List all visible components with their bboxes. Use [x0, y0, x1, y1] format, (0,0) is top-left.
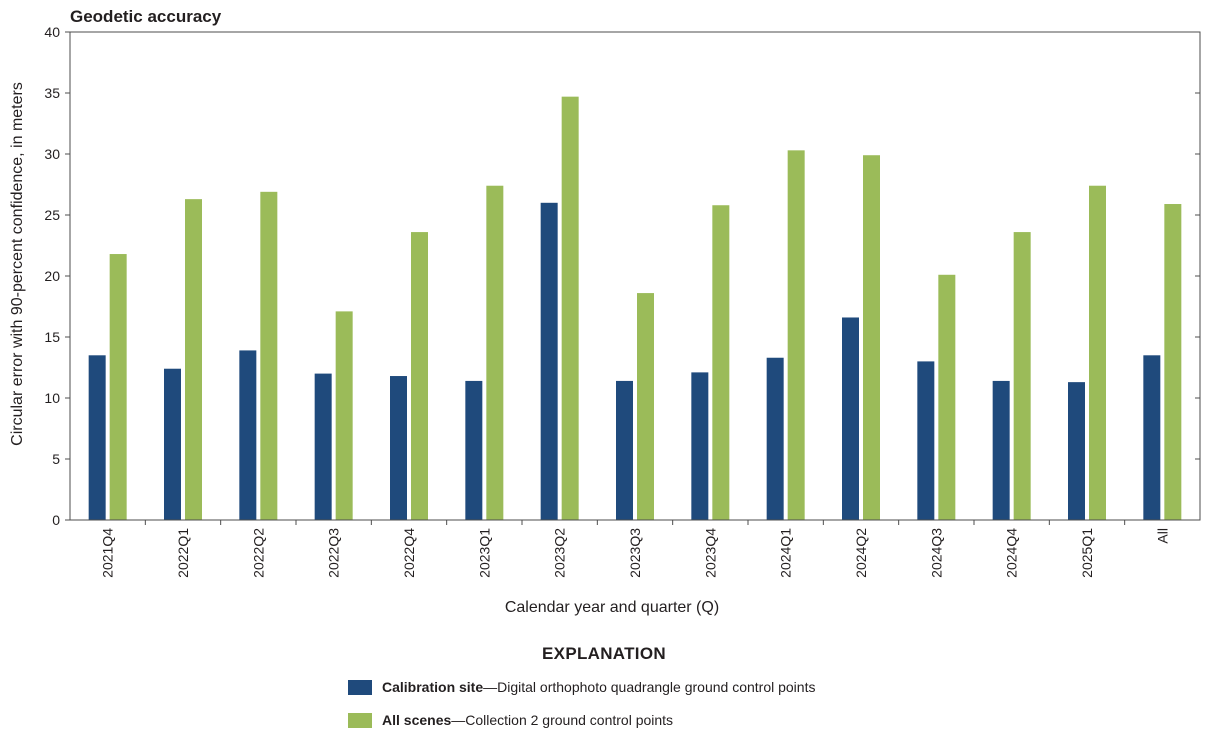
bar-all-scenes	[561, 96, 579, 520]
bar-all-scenes	[335, 311, 353, 520]
y-tick-label: 30	[44, 146, 60, 162]
bar-calibration-site	[766, 357, 784, 520]
bar-calibration-site	[164, 368, 181, 520]
legend-description: Digital orthophoto quadrangle ground con…	[497, 679, 816, 695]
legend-separator: —	[451, 712, 466, 728]
legend-swatch-calibration-site	[348, 679, 372, 695]
x-tick-label: 2024Q2	[853, 528, 869, 578]
y-tick-label: 15	[44, 329, 60, 345]
bars	[88, 96, 1182, 521]
bar-all-scenes	[1164, 204, 1182, 520]
y-axis-title: Circular error with 90-percent confidenc…	[9, 82, 26, 446]
y-tick-label: 25	[44, 207, 60, 223]
bar-all-scenes	[185, 199, 202, 520]
x-tick-label: 2024Q3	[928, 528, 944, 578]
legend-name: All scenes	[382, 712, 452, 728]
bar-calibration-site	[1068, 382, 1085, 520]
bar-calibration-site	[314, 373, 332, 520]
legend: EXPLANATION Calibration site — Digital o…	[0, 640, 1208, 734]
x-tick-label: 2021Q4	[100, 528, 116, 578]
bar-calibration-site	[691, 372, 709, 520]
x-axis: 2021Q4 2022Q1 2022Q2 2022Q3 2022Q4 2023Q1 2023…	[100, 520, 1170, 578]
bar-calibration-site	[540, 202, 558, 521]
bar-calibration-site	[88, 355, 106, 520]
x-tick-label: 2023Q2	[552, 528, 568, 578]
y-tick-label: 5	[52, 451, 60, 467]
x-tick-label: 2023Q4	[702, 528, 718, 578]
plot-frame	[69, 31, 1201, 521]
x-tick-label: 2022Q4	[401, 528, 417, 578]
bar-all-scenes	[260, 191, 278, 520]
bar-all-scenes	[1089, 185, 1106, 520]
bar-calibration-site	[1143, 355, 1161, 520]
bar-calibration-site	[465, 380, 483, 520]
bar-all-scenes	[1013, 232, 1031, 520]
y-tick-label: 20	[44, 268, 60, 284]
bar-calibration-site	[842, 317, 859, 520]
y-tick-label: 35	[44, 85, 60, 101]
bar-calibration-site	[992, 380, 1010, 520]
bar-all-scenes	[486, 185, 504, 520]
bar-all-scenes	[637, 293, 654, 520]
legend-item-all-scenes: All scenes — Collection 2 ground control…	[348, 710, 673, 730]
x-tick-label: 2022Q1	[175, 528, 191, 578]
bar-calibration-site	[390, 376, 407, 520]
legend-description: Collection 2 ground control points	[465, 712, 674, 728]
x-axis-title: Calendar year and quarter (Q)	[505, 599, 719, 616]
legend-title: EXPLANATION	[542, 644, 666, 663]
x-tick-label: All	[1154, 528, 1170, 544]
legend-name: Calibration site	[382, 679, 484, 695]
y-tick-label: 10	[44, 390, 60, 406]
bar-all-scenes	[863, 155, 880, 520]
bar-all-scenes	[411, 232, 428, 520]
x-tick-label: 2024Q4	[1004, 528, 1020, 578]
bar-calibration-site	[239, 350, 257, 520]
x-tick-label: 2023Q1	[476, 528, 492, 578]
chart-title: Geodetic accuracy	[70, 7, 222, 26]
legend-separator: —	[483, 679, 498, 695]
bar-all-scenes	[787, 150, 805, 520]
x-tick-label: 2022Q3	[326, 528, 342, 578]
bar-calibration-site	[616, 380, 633, 520]
bar-calibration-site	[917, 361, 935, 520]
x-tick-label: 2024Q1	[778, 528, 794, 578]
legend-swatch-all-scenes	[348, 712, 372, 728]
bar-all-scenes	[938, 274, 956, 520]
y-tick-label: 40	[44, 24, 60, 40]
y-tick-label: 0	[52, 512, 60, 528]
bar-all-scenes	[712, 205, 730, 521]
legend-item-calibration-site: Calibration site — Digital orthophoto qu…	[348, 677, 815, 697]
x-tick-label: 2023Q3	[627, 528, 643, 578]
y-axis: 0 5 10 15 20 25 30 35 40	[44, 24, 1200, 528]
bar-all-scenes	[109, 254, 127, 521]
x-tick-label: 2022Q2	[250, 528, 266, 578]
x-tick-label: 2025Q1	[1079, 528, 1095, 578]
